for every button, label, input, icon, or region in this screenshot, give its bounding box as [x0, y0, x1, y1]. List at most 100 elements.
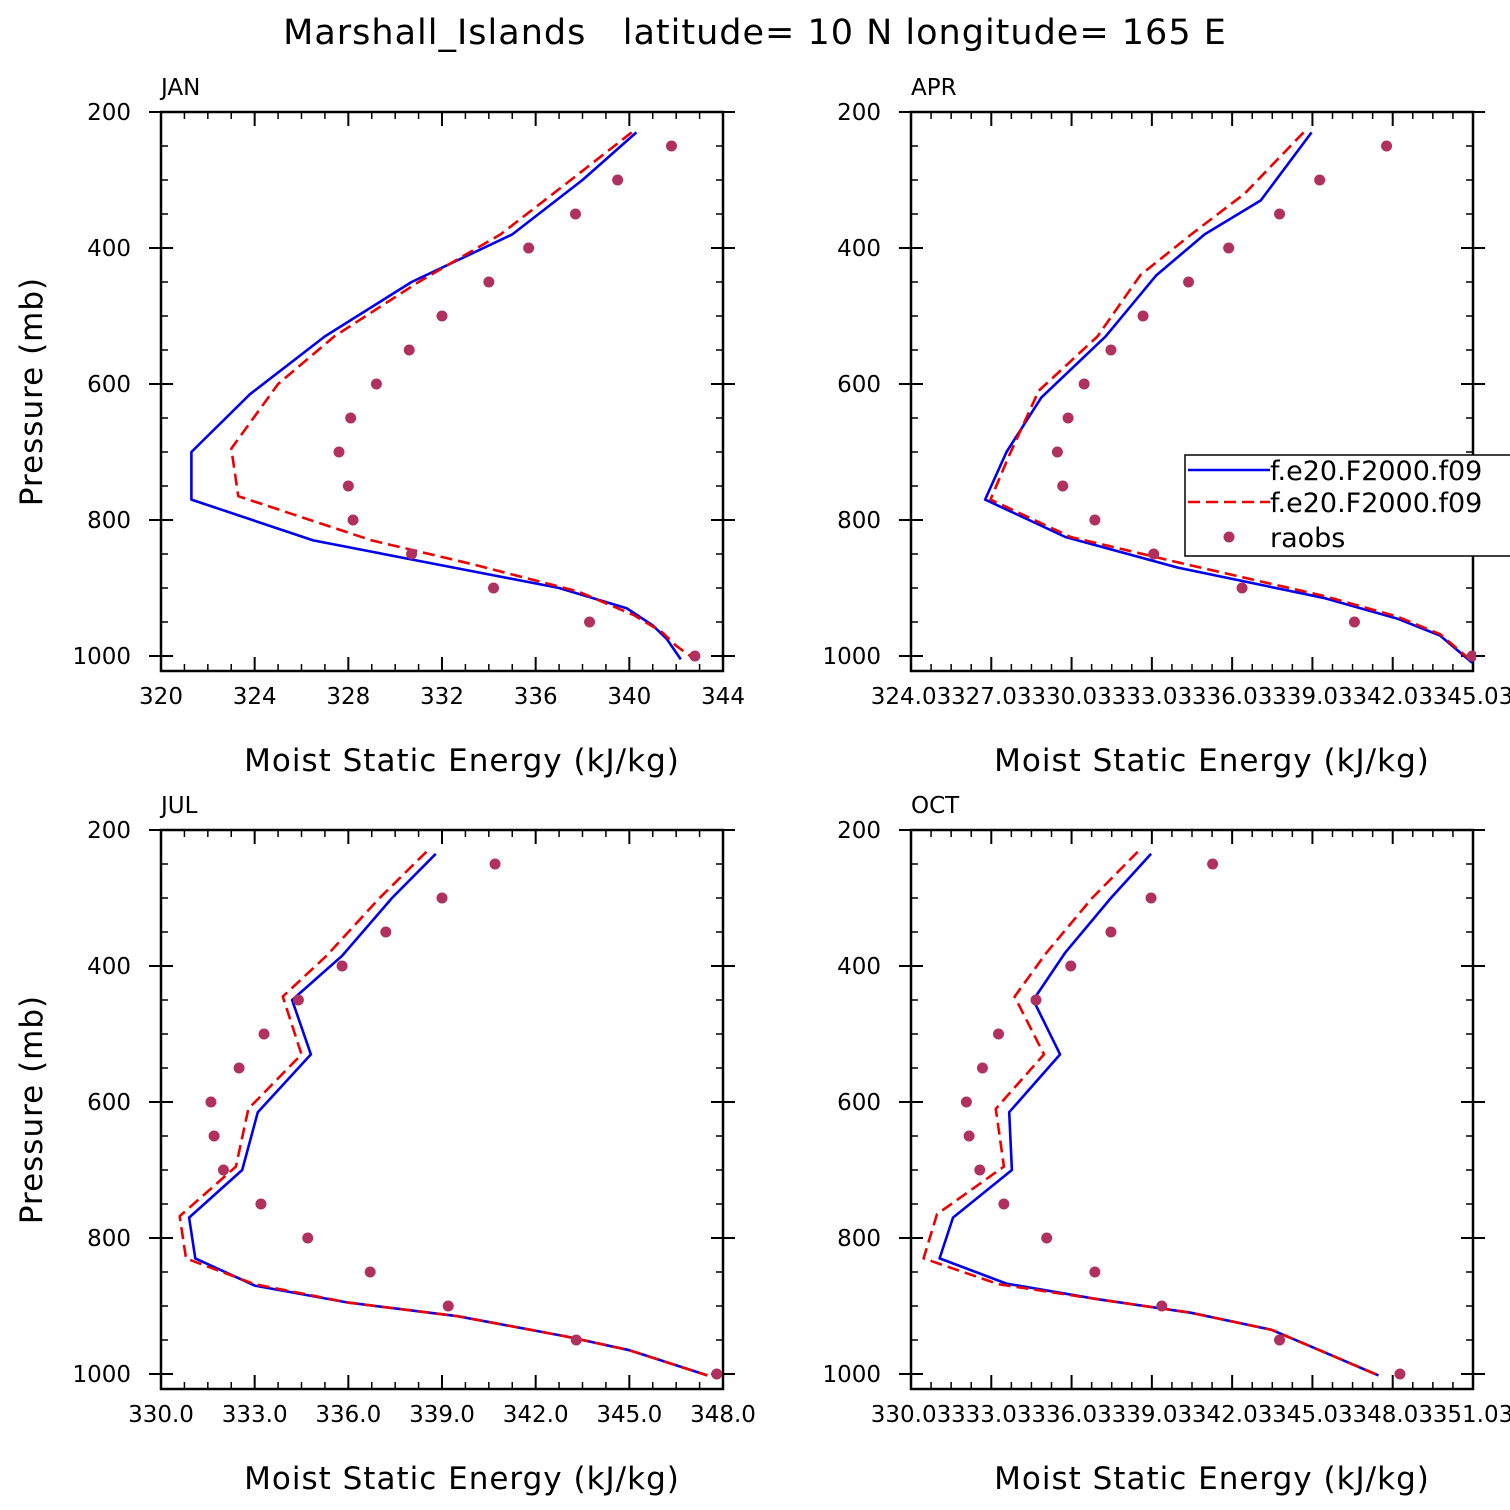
x-tick-label: 339.03 [1112, 1402, 1192, 1428]
series-group [922, 850, 1406, 1380]
series-line-solid [187, 852, 708, 1377]
raobs-point [998, 1198, 1010, 1210]
raobs-point [689, 650, 701, 662]
raobs-point [1466, 650, 1476, 662]
raobs-point [960, 1096, 972, 1108]
legend-label: raobs [1270, 523, 1345, 554]
series-line-solid [983, 131, 1474, 664]
plot-frame [159, 110, 725, 673]
raobs-point [1051, 446, 1063, 458]
raobs-point [302, 1232, 314, 1244]
y-tick-label: 800 [837, 1226, 881, 1252]
raobs-point [333, 446, 345, 458]
raobs-point [255, 1198, 267, 1210]
raobs-point [1065, 960, 1077, 972]
x-tick-label: 327.03 [951, 684, 1031, 710]
raobs-point [1078, 378, 1090, 390]
y-tick-label: 1000 [72, 644, 131, 670]
x-tick-label: 333.0 [222, 1402, 288, 1428]
x-tick-label: 330.03 [871, 1402, 951, 1428]
x-tick-label: 340 [607, 684, 651, 710]
raobs-point [1137, 310, 1149, 322]
x-tick-label: 333.03 [1112, 684, 1192, 710]
raobs-point [442, 1300, 454, 1312]
y-tick-label: 200 [837, 818, 881, 844]
series-group [983, 131, 1476, 664]
x-tick-label: 339.0 [409, 1402, 475, 1428]
raobs-point [1236, 582, 1248, 594]
series-line-dashed [989, 131, 1474, 663]
y-axis-label: Pressure (mb) [14, 995, 50, 1224]
series-line-solid [190, 131, 682, 661]
x-tick-label: 348.0 [690, 1402, 756, 1428]
raobs-point [364, 1266, 376, 1278]
panel-jan: 320 324 328 332 336 340 344 200 400 600 800 1000 JAN… [14, 75, 745, 779]
raobs-point [347, 514, 359, 526]
x-tick-label: 339.03 [1272, 684, 1352, 710]
raobs-point [488, 582, 500, 594]
x-tick-label: 342.0 [503, 1402, 569, 1428]
y-tick-label: 400 [837, 954, 881, 980]
plot-frame [909, 110, 1475, 673]
y-axis-label: Pressure (mb) [14, 277, 50, 506]
raobs-point [1394, 1368, 1406, 1380]
panels-container: 320 324 328 332 336 340 344 200 400 600 800 1000 JAN… [14, 75, 1510, 1497]
x-axis-label: Moist Static Energy (kJ/kg) [244, 743, 680, 779]
legend-box [1184, 454, 1510, 557]
x-tick-label: 345.0 [596, 1402, 662, 1428]
x-tick-label: 328 [326, 684, 370, 710]
series-group [190, 131, 701, 662]
raobs-point [342, 480, 354, 492]
x-tick-label: 320 [139, 684, 183, 710]
raobs-point [523, 242, 535, 254]
legend-label: f.e20.F2000.f09 [1270, 456, 1482, 487]
y-tick-label: 400 [87, 954, 131, 980]
raobs-point [489, 858, 501, 870]
raobs-point [436, 892, 448, 904]
raobs-point [1274, 1334, 1286, 1346]
raobs-point [569, 208, 581, 220]
panel-title: OCT [911, 793, 960, 819]
raobs-point [336, 960, 348, 972]
x-tick-label: 348.03 [1352, 1402, 1432, 1428]
raobs-point [1089, 1266, 1101, 1278]
x-tick-label: 330.0 [128, 1402, 194, 1428]
x-tick-label: 324 [233, 684, 277, 710]
raobs-point [1105, 344, 1117, 356]
raobs-point [570, 1334, 582, 1346]
panel-apr: 324.03 327.03 330.03 333.03 336.03 339.03 342.… [822, 75, 1510, 779]
raobs-point [208, 1130, 220, 1142]
y-tick-label: 600 [837, 1090, 881, 1116]
raobs-point [1030, 994, 1042, 1006]
raobs-point [1207, 858, 1219, 870]
raobs-point [436, 310, 448, 322]
raobs-point [345, 412, 357, 424]
y-tick-label: 400 [837, 236, 881, 262]
x-tick-label: 344 [701, 684, 745, 710]
y-tick-label: 1000 [822, 1362, 881, 1388]
raobs-point [483, 276, 495, 288]
y-tick-label: 1000 [822, 644, 881, 670]
y-tick-label: 1000 [72, 1362, 131, 1388]
raobs-point [406, 548, 418, 560]
raobs-point [1105, 926, 1117, 938]
y-tick-label: 800 [837, 508, 881, 534]
raobs-point [1381, 140, 1393, 152]
raobs-point [1145, 892, 1157, 904]
raobs-point [380, 926, 392, 938]
raobs-point [711, 1368, 723, 1380]
x-tick-label: 336.03 [1192, 684, 1272, 710]
raobs-point [963, 1130, 975, 1142]
y-tick-label: 600 [87, 372, 131, 398]
raobs-point [217, 1164, 229, 1176]
panel-title: APR [911, 75, 957, 101]
raobs-point [1062, 412, 1074, 424]
x-tick-label: 336 [514, 684, 558, 710]
panel-oct: 330.03 333.03 336.03 339.03 342.03 345.03 348.… [822, 793, 1510, 1497]
y-tick-label: 200 [87, 100, 131, 126]
raobs-point [993, 1028, 1005, 1040]
raobs-point [1057, 480, 1069, 492]
x-axis-label: Moist Static Energy (kJ/kg) [994, 743, 1430, 779]
x-tick-label: 330.03 [1031, 684, 1111, 710]
y-tick-label: 600 [837, 372, 881, 398]
